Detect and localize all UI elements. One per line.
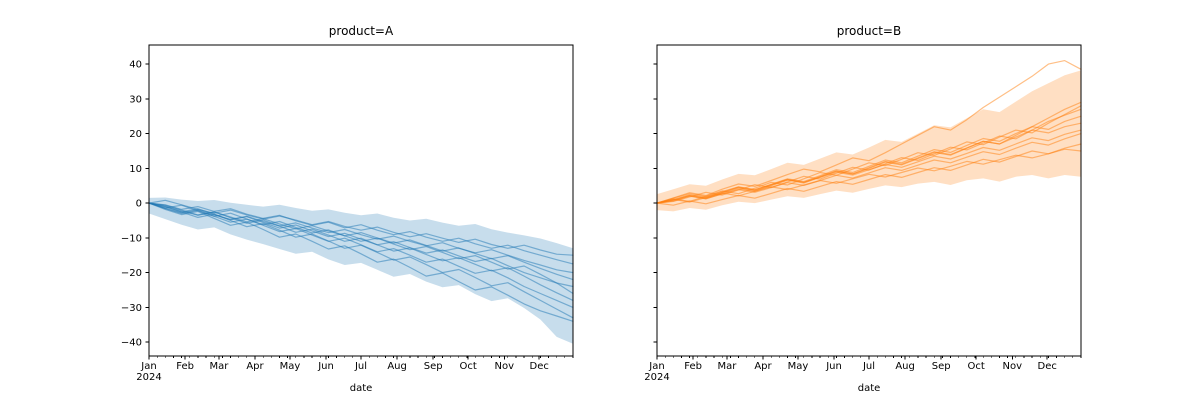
- y-tick-label: 0: [136, 199, 142, 210]
- x-tick-label: Oct: [460, 361, 477, 372]
- x-axis-label-product-a: date: [349, 383, 373, 394]
- series-line: [148, 202, 574, 265]
- y-tick-label: −30: [121, 303, 142, 314]
- series-line: [656, 143, 1082, 206]
- x-tick-label: Sep: [932, 361, 951, 372]
- series-line: [148, 202, 574, 295]
- series-line: [148, 202, 574, 319]
- x-axis-label-product-b: date: [857, 383, 881, 394]
- x-tick-label: Apr: [246, 361, 264, 372]
- series-line: [148, 202, 574, 301]
- series-line: [656, 122, 1082, 204]
- x-tick-label: Mar: [209, 361, 229, 372]
- x-tick-label: Apr: [754, 361, 772, 372]
- y-tick-label: 20: [129, 129, 142, 140]
- x-tick-label: Jan: [648, 361, 664, 372]
- series-line: [148, 199, 574, 256]
- plot-title-product-b: product=B: [836, 24, 902, 38]
- y-tick-label: −10: [121, 233, 142, 244]
- year-label: 2024: [644, 372, 669, 383]
- x-tick-label: Jun: [825, 361, 842, 372]
- x-tick-label: Jul: [862, 361, 875, 372]
- y-tick-label: −40: [121, 338, 142, 349]
- x-tick-label: May: [788, 361, 809, 372]
- x-tick-label: May: [280, 361, 301, 372]
- x-tick-label: Nov: [1003, 361, 1023, 372]
- series-line: [656, 148, 1082, 204]
- x-tick-label: Dec: [1038, 361, 1057, 372]
- x-tick-label: Sep: [424, 361, 443, 372]
- x-tick-label: Dec: [530, 361, 549, 372]
- x-tick-label: Aug: [387, 361, 407, 372]
- plot-title-product-a: product=A: [328, 24, 394, 38]
- series-line: [148, 202, 574, 322]
- x-tick-label: Jan: [140, 361, 156, 372]
- x-tick-label: Feb: [176, 361, 194, 372]
- x-tick-label: Oct: [968, 361, 985, 372]
- series-line: [656, 129, 1082, 204]
- y-tick-label: −20: [121, 268, 142, 279]
- confidence-band: [657, 70, 1081, 212]
- year-label: 2024: [136, 372, 161, 383]
- x-tick-label: Mar: [717, 361, 737, 372]
- x-tick-label: Jun: [317, 361, 334, 372]
- y-tick-label: 30: [129, 94, 142, 105]
- x-tick-label: Jul: [354, 361, 367, 372]
- y-tick-label: 10: [129, 164, 142, 175]
- x-tick-label: Aug: [895, 361, 915, 372]
- x-tick-label: Nov: [495, 361, 515, 372]
- y-tick-label: 40: [129, 60, 142, 71]
- series-line: [656, 59, 1082, 204]
- confidence-band: [149, 197, 573, 344]
- series-line: [656, 133, 1082, 204]
- x-tick-label: Feb: [684, 361, 702, 372]
